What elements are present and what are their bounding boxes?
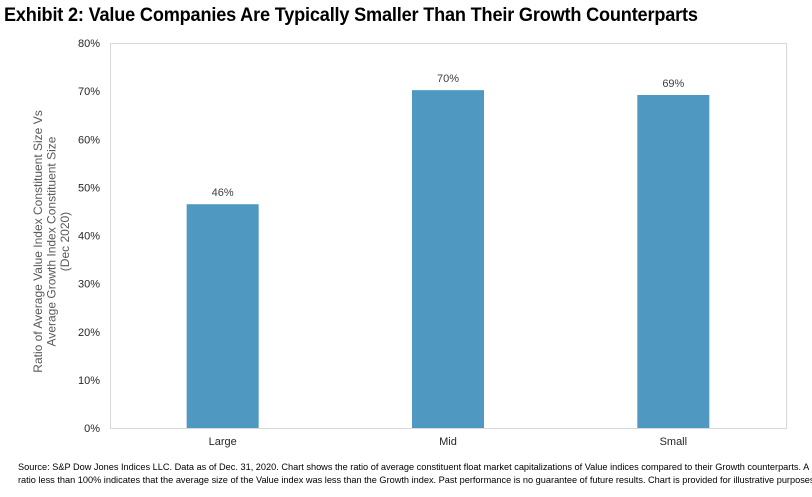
- y-tick-label: 20%: [78, 327, 100, 339]
- y-tick-label: 10%: [78, 375, 100, 387]
- plot-border: [110, 43, 787, 429]
- chart-title: Exhibit 2: Value Companies Are Typically…: [4, 4, 698, 26]
- footnote-line-1: Source: S&P Dow Jones Indices LLC. Data …: [18, 462, 810, 472]
- y-axis-label: Ratio of Average Value Index Constituent…: [31, 110, 72, 372]
- y-tick-label: 50%: [78, 182, 100, 194]
- bar-small: [637, 94, 710, 428]
- data-label: 46%: [212, 187, 234, 199]
- x-tick-label: Small: [660, 436, 688, 448]
- plot-area: [110, 43, 787, 429]
- bar-large: [186, 204, 259, 428]
- y-tick-label: 40%: [78, 231, 100, 243]
- data-label: 69%: [662, 78, 684, 90]
- y-tick-label: 70%: [78, 86, 100, 98]
- y-tick-label: 60%: [78, 134, 100, 146]
- y-axis-label-line: Ratio of Average Value Index Constituent…: [31, 110, 45, 372]
- y-axis-label-line: Average Growth Index Constituent Size: [45, 136, 59, 346]
- bars: 46% 70% 69%: [186, 73, 710, 428]
- footnote: Source: S&P Dow Jones Indices LLC. Data …: [18, 461, 812, 487]
- y-axis-label-line: (Dec 2020): [58, 212, 72, 271]
- y-tick-label: 0%: [84, 423, 100, 435]
- y-axis: 0% 10% 20% 30% 40% 50% 60% 70% 80%: [78, 38, 100, 435]
- x-tick-label: Mid: [439, 436, 457, 448]
- y-tick-label: 80%: [78, 38, 100, 50]
- data-label: 70%: [437, 73, 459, 85]
- x-tick-label: Large: [209, 436, 237, 448]
- bar-mid: [412, 90, 484, 428]
- footnote-line-2: ratio less than 100% indicates that the …: [18, 475, 812, 485]
- y-tick-label: 30%: [78, 279, 100, 291]
- x-axis: Large Mid Small: [209, 436, 687, 448]
